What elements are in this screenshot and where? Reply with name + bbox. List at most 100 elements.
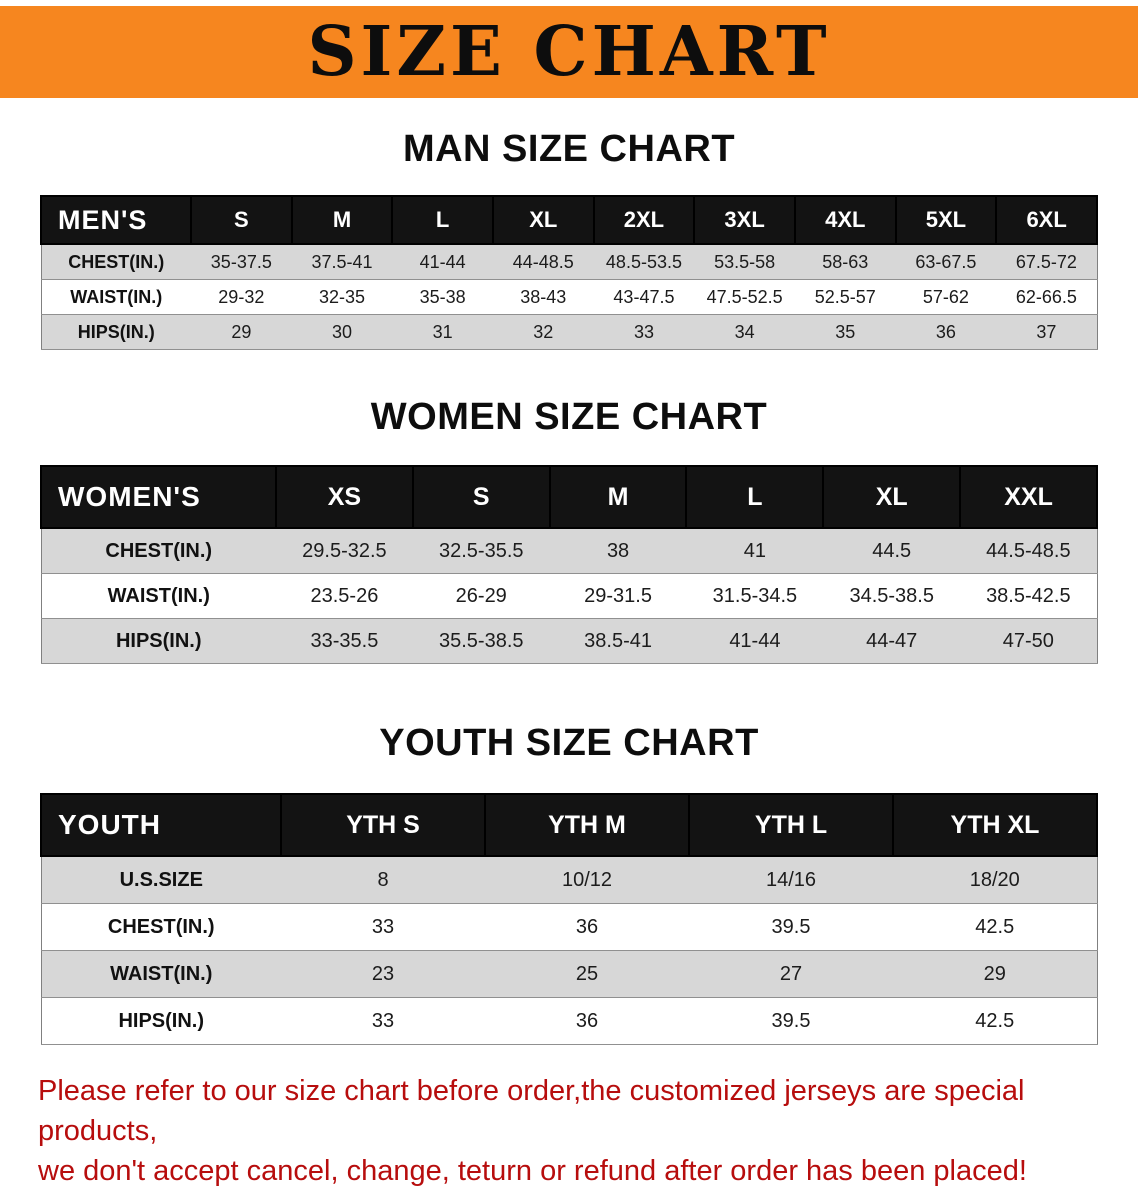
column-header: XL [822,465,962,529]
table-row: HIPS(IN.) 29 30 31 32 33 34 35 36 37 [41,314,1097,350]
row-label: WAIST(IN.) [41,950,281,998]
table-cell: 33 [593,314,695,350]
women-table-header-row: WOMEN'S XS S M L XL XXL [40,465,1098,529]
table-cell: 43-47.5 [593,279,695,315]
table-cell: 38 [549,527,687,574]
table-cell: 35 [794,314,896,350]
table-cell: 58-63 [794,243,896,280]
table-cell: 33-35.5 [276,618,413,664]
women-table-label: WOMEN'S [40,465,277,529]
banner-title: SIZE CHART [307,12,831,92]
table-cell: 44.5-48.5 [960,527,1097,574]
column-header: XXL [959,465,1098,529]
column-header: 4XL [793,195,897,245]
row-label: WAIST(IN.) [41,279,191,315]
table-row: WAIST(IN.) 23 25 27 29 [41,950,1097,998]
table-cell: 26-29 [412,573,550,619]
table-cell: 29 [191,314,292,350]
table-row: HIPS(IN.) 33 36 39.5 42.5 [41,997,1097,1045]
youth-section-title: YOUTH SIZE CHART [379,722,759,764]
table-cell: 35.5-38.5 [412,618,550,664]
table-cell: 38.5-41 [549,618,687,664]
column-header: 5XL [894,195,998,245]
table-cell: 29-31.5 [549,573,687,619]
table-cell: 32.5-35.5 [412,527,550,574]
table-cell: 23.5-26 [276,573,413,619]
table-row: CHEST(IN.) 29.5-32.5 32.5-35.5 38 41 44.… [41,527,1097,574]
table-cell: 63-67.5 [895,243,997,280]
table-cell: 44.5 [823,527,961,574]
women-size-table: WOMEN'S XS S M L XL XXL CHEST(IN.) 29.5-… [40,465,1098,664]
table-cell: 47-50 [960,618,1097,664]
table-row: CHEST(IN.) 35-37.5 37.5-41 41-44 44-48.5… [41,243,1097,280]
table-cell: 47.5-52.5 [694,279,795,315]
row-label: HIPS(IN.) [41,618,276,664]
row-label: WAIST(IN.) [41,573,276,619]
table-cell: 8 [281,855,485,904]
youth-size-table: YOUTH YTH S YTH M YTH L YTH XL U.S.SIZE … [40,793,1098,1045]
men-table-label: MEN'S [40,195,192,245]
disclaimer-line-1: Please refer to our size chart before or… [38,1075,1025,1147]
column-header: 3XL [693,195,796,245]
row-label: CHEST(IN.) [41,903,281,951]
table-cell: 23 [281,950,485,998]
row-label: U.S.SIZE [41,855,281,904]
table-cell: 34.5-38.5 [823,573,961,619]
column-header: M [548,465,688,529]
table-cell: 39.5 [689,903,893,951]
table-cell: 38.5-42.5 [960,573,1097,619]
column-header: 6XL [995,195,1098,245]
column-header: S [411,465,551,529]
row-label: HIPS(IN.) [41,314,191,350]
table-cell: 36 [895,314,997,350]
table-cell: 30 [291,314,393,350]
youth-table-label: YOUTH [40,793,282,857]
table-cell: 44-47 [823,618,961,664]
table-cell: 41-44 [392,243,493,280]
table-cell: 48.5-53.5 [593,243,695,280]
table-row: HIPS(IN.) 33-35.5 35.5-38.5 38.5-41 41-4… [41,618,1097,664]
column-header: L [391,195,494,245]
table-cell: 10/12 [485,855,689,904]
table-cell: 32 [492,314,594,350]
table-cell: 44-48.5 [492,243,594,280]
column-header: M [290,195,394,245]
table-cell: 27 [689,950,893,998]
table-cell: 31 [392,314,493,350]
youth-table-header-row: YOUTH YTH S YTH M YTH L YTH XL [40,793,1098,857]
men-table-header-row: MEN'S S M L XL 2XL 3XL 4XL 5XL 6XL [40,195,1098,245]
table-cell: 36 [485,997,689,1045]
table-cell: 53.5-58 [694,243,795,280]
table-cell: 33 [281,997,485,1045]
table-row: WAIST(IN.) 23.5-26 26-29 29-31.5 31.5-34… [41,573,1097,619]
table-cell: 38-43 [492,279,594,315]
table-cell: 32-35 [291,279,393,315]
table-cell: 35-38 [392,279,493,315]
table-row: WAIST(IN.) 29-32 32-35 35-38 38-43 43-47… [41,279,1097,315]
table-cell: 57-62 [895,279,997,315]
table-cell: 41-44 [686,618,824,664]
column-header: S [190,195,293,245]
column-header: 2XL [592,195,696,245]
table-cell: 41 [686,527,824,574]
column-header: YTH M [484,793,690,857]
table-cell: 29-32 [191,279,292,315]
disclaimer-line-2: we don't accept cancel, change, teturn o… [38,1155,1027,1187]
column-header: YTH L [688,793,894,857]
table-cell: 39.5 [689,997,893,1045]
men-size-table: MEN'S S M L XL 2XL 3XL 4XL 5XL 6XL CHEST… [40,195,1098,350]
table-cell: 14/16 [689,855,893,904]
table-cell: 33 [281,903,485,951]
table-cell: 52.5-57 [794,279,896,315]
size-chart-banner: SIZE CHART [0,6,1138,98]
column-header: XS [275,465,414,529]
column-header: XL [491,195,595,245]
table-cell: 37 [996,314,1097,350]
row-label: HIPS(IN.) [41,997,281,1045]
column-header: YTH XL [892,793,1098,857]
table-cell: 31.5-34.5 [686,573,824,619]
table-cell: 37.5-41 [291,243,393,280]
women-section-title: WOMEN SIZE CHART [370,396,768,438]
column-header: YTH S [280,793,486,857]
table-cell: 29.5-32.5 [276,527,413,574]
